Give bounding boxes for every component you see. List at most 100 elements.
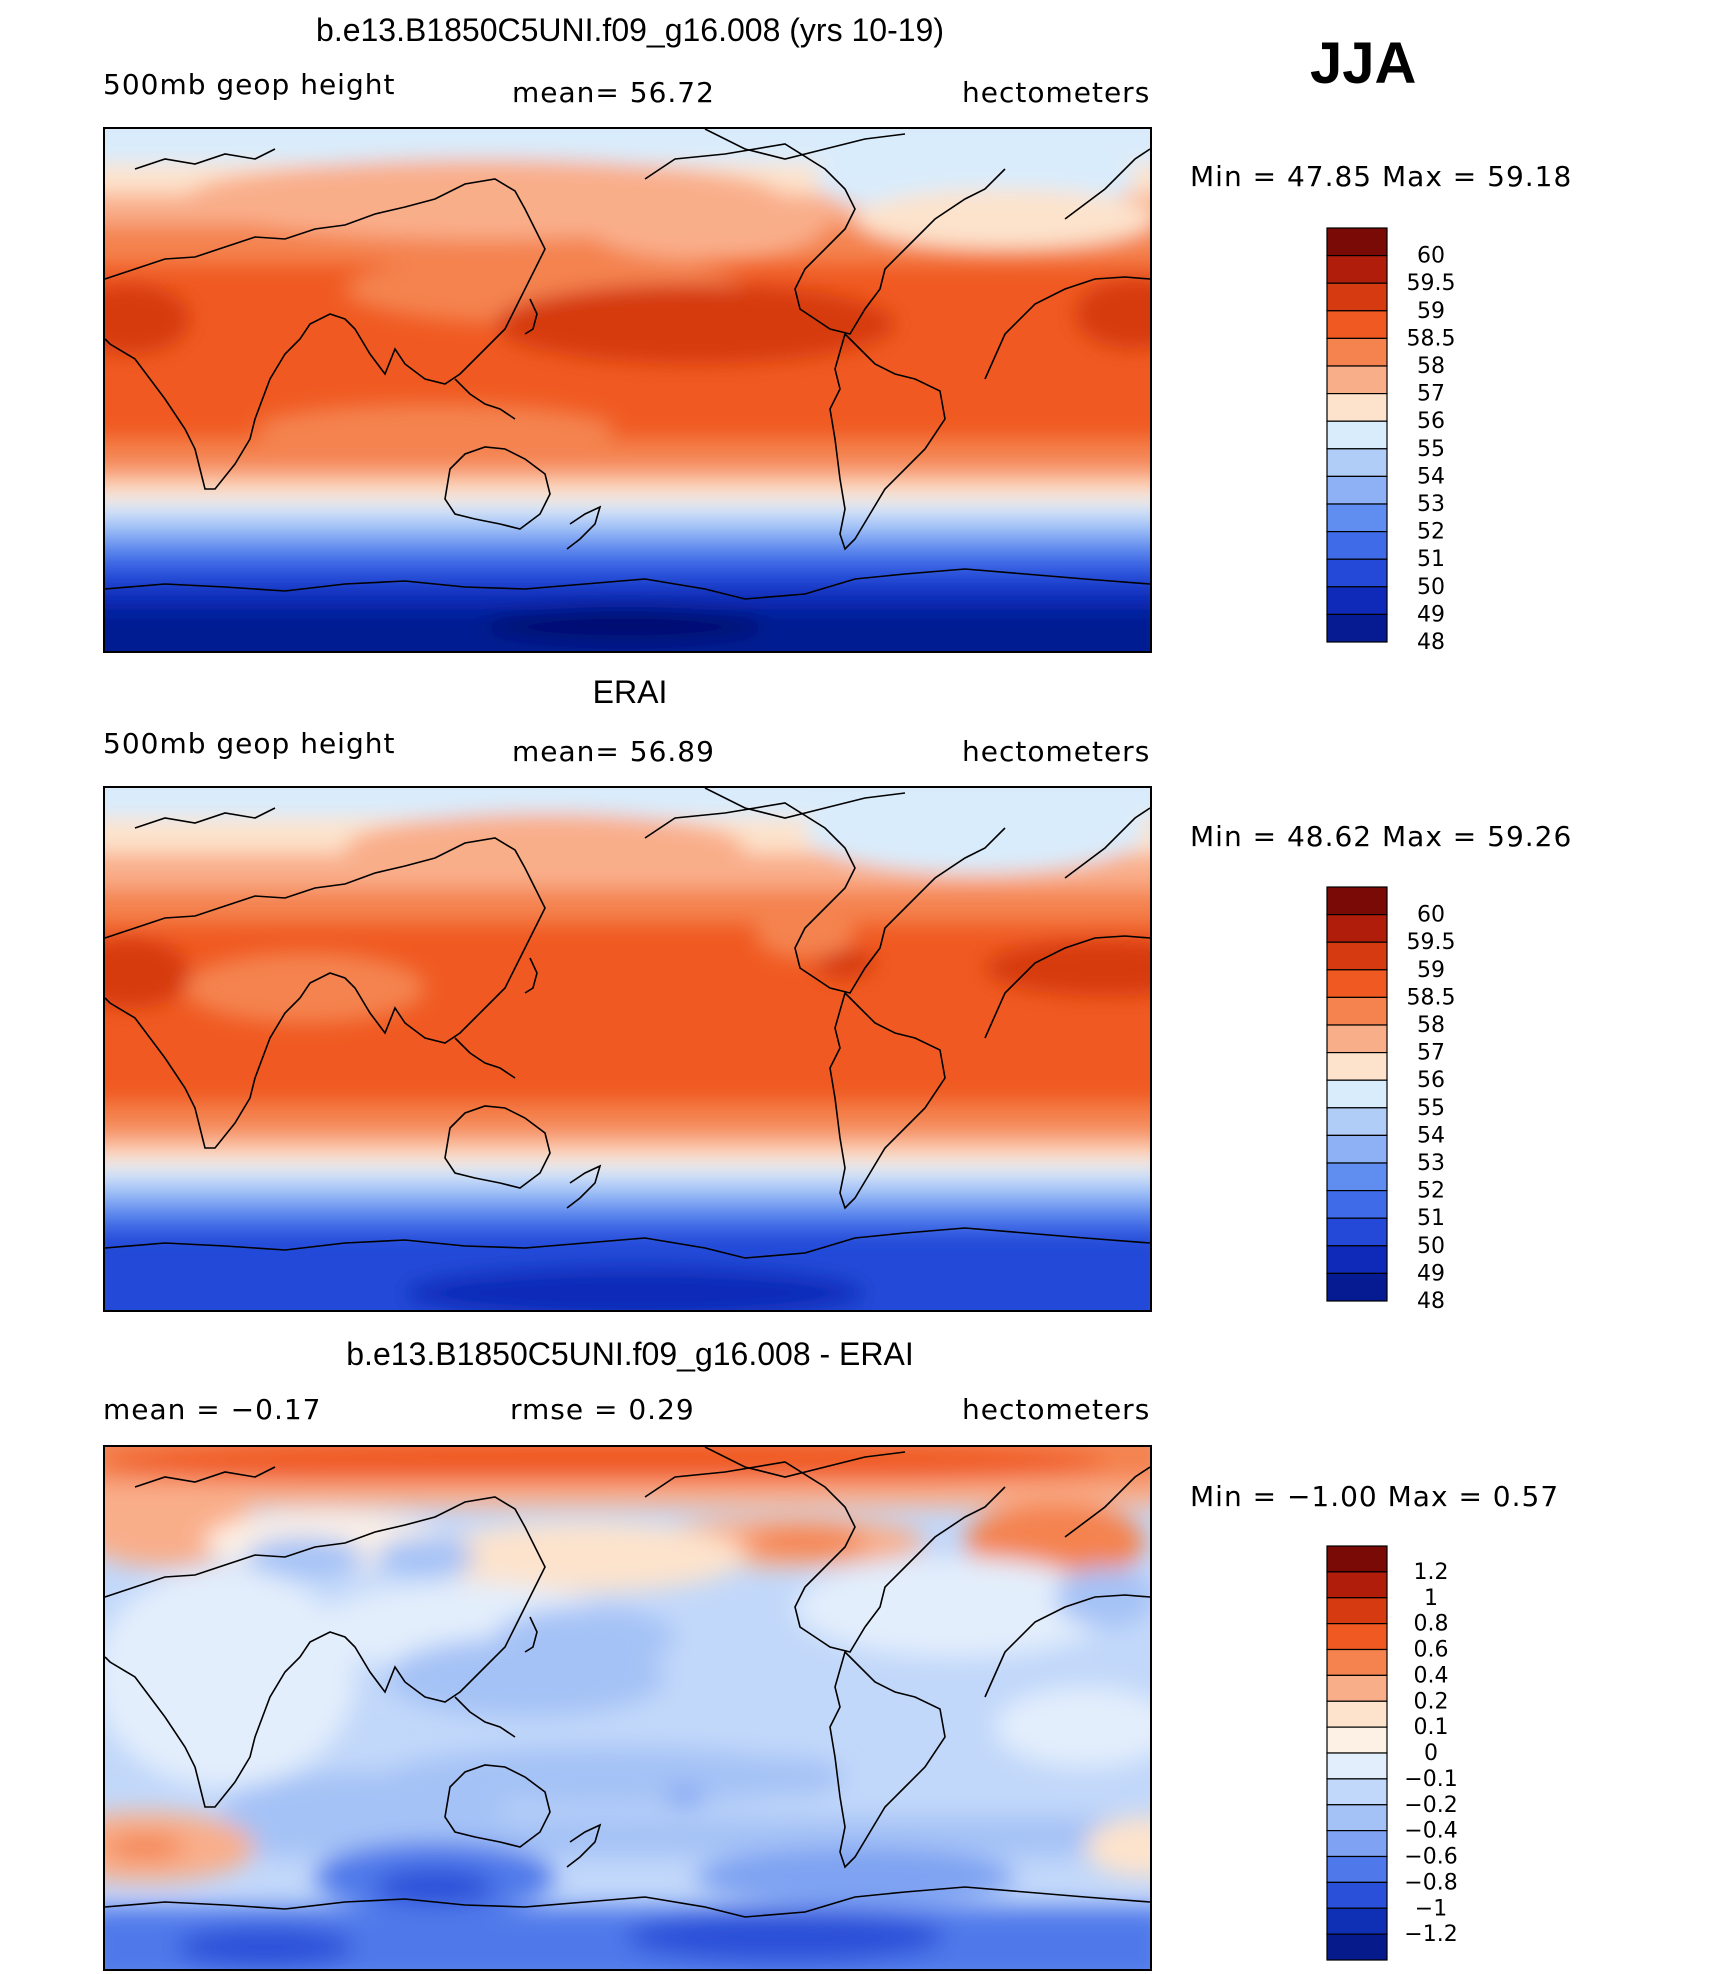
- colorbar-tick-label: 56: [1417, 409, 1445, 434]
- colorbar-swatch: [1326, 969, 1388, 999]
- colorbar-tick-label: 59.5: [1407, 271, 1456, 296]
- colorbar-tick-label: 58.5: [1407, 985, 1456, 1010]
- colorbar-swatch: [1326, 914, 1388, 943]
- colorbar-swatch: [1326, 475, 1388, 505]
- colorbar-swatch: [1326, 531, 1388, 560]
- panel1-map: [103, 127, 1152, 653]
- colorbar-swatch: [1326, 1623, 1388, 1651]
- colorbar-tick-label: 56: [1417, 1068, 1445, 1093]
- colorbar-tick-label: −0.8: [1404, 1870, 1457, 1895]
- colorbar-tick-label: 52: [1417, 1179, 1445, 1204]
- colorbar-tick-label: 49: [1417, 602, 1445, 627]
- colorbar-swatch: [1326, 448, 1388, 478]
- panel2-variable-label: 500mb geop height: [103, 727, 396, 760]
- colorbar-tick-label: 48: [1417, 1289, 1445, 1314]
- colorbar-swatch: [1326, 1545, 1388, 1573]
- colorbar-tick-label: −0.4: [1404, 1819, 1457, 1844]
- panel3-colorbar: 1.2 1 0.8 0.6 0.4 0.2 0.1 0 −0.1 −0.2 −0.4 −0.6 −0.8…: [1325, 1545, 1485, 1971]
- colorbar-swatch: [1326, 1752, 1388, 1780]
- colorbar-swatch: [1326, 558, 1388, 588]
- colorbar-tick-label: 55: [1417, 1096, 1445, 1121]
- colorbar-swatch: [1326, 1700, 1388, 1728]
- colorbar-tick-label: 59: [1417, 299, 1445, 324]
- colorbar-swatch: [1326, 1245, 1388, 1274]
- panel3-coastlines: [105, 1447, 1150, 1918]
- colorbar-swatch: [1326, 227, 1388, 257]
- panel2-mean-label: mean= 56.89: [512, 735, 715, 768]
- colorbar-tick-label: 0: [1424, 1741, 1438, 1766]
- colorbar-swatch: [1326, 613, 1388, 643]
- panel1-units-label: hectometers: [962, 76, 1151, 109]
- colorbar-tick-label: 58: [1417, 1013, 1445, 1038]
- colorbar-swatch: [1326, 503, 1388, 533]
- panel3-colorbar-svg: 1.210.80.60.40.20.10−0.1−0.2−0.4−0.6−0.8…: [1326, 1545, 1458, 1961]
- colorbar-tick-label: 59.5: [1407, 930, 1456, 955]
- colorbar-swatch: [1326, 1571, 1388, 1599]
- colorbar-tick-label: −0.1: [1404, 1767, 1457, 1792]
- panel1-colorbar: 60 59.5 59 58.5 58 57 56 55 54 53 52 51 50 49 48: [1325, 227, 1485, 655]
- colorbar-tick-label: 58.5: [1407, 326, 1456, 351]
- colorbar-tick-label: 51: [1417, 547, 1445, 572]
- panel2-colorbar: 60 59.5 59 58.5 58 57 56 55 54 53 52 51 50 49 48: [1325, 886, 1485, 1314]
- colorbar-swatch: [1326, 337, 1388, 367]
- colorbar-swatch: [1326, 1024, 1388, 1054]
- colorbar-tick-label: 53: [1417, 492, 1445, 517]
- colorbar-swatch: [1326, 393, 1388, 422]
- colorbar-swatch: [1326, 1190, 1388, 1219]
- colorbar-tick-label: 59: [1417, 958, 1445, 983]
- panel3-contour-field: [105, 1447, 1150, 1969]
- colorbar-swatch: [1326, 1855, 1388, 1883]
- season-label: JJA: [1310, 31, 1417, 96]
- colorbar-swatch: [1326, 1674, 1388, 1702]
- colorbar-tick-label: 60: [1417, 903, 1445, 928]
- panel2-units-label: hectometers: [962, 735, 1151, 768]
- colorbar-tick-label: −0.6: [1404, 1845, 1457, 1870]
- colorbar-swatch: [1326, 1272, 1388, 1302]
- colorbar-swatch: [1326, 1079, 1388, 1109]
- colorbar-swatch: [1326, 1648, 1388, 1676]
- colorbar-swatch: [1326, 1907, 1388, 1935]
- colorbar-tick-label: 50: [1417, 575, 1445, 600]
- panel3-map: [103, 1445, 1152, 1971]
- colorbar-tick-label: −0.2: [1404, 1793, 1457, 1818]
- colorbar-swatch: [1326, 1217, 1388, 1247]
- panel2-map: [103, 786, 1152, 1312]
- panel1-coastlines: [105, 129, 1150, 600]
- colorbar-tick-label: 52: [1417, 520, 1445, 545]
- panel3-minmax: Min = −1.00 Max = 0.57: [1190, 1480, 1560, 1513]
- colorbar-swatch: [1326, 310, 1388, 340]
- colorbar-tick-label: 48: [1417, 630, 1445, 655]
- colorbar-swatch: [1326, 1597, 1388, 1625]
- colorbar-swatch: [1326, 1778, 1388, 1806]
- colorbar-swatch: [1326, 1830, 1388, 1858]
- panel3-units-label: hectometers: [962, 1393, 1151, 1426]
- panel2-minmax: Min = 48.62 Max = 59.26: [1190, 820, 1573, 853]
- colorbar-tick-label: 0.1: [1414, 1715, 1449, 1740]
- panel1-title: b.e13.B1850C5UNI.f09_g16.008 (yrs 10-19): [316, 12, 944, 48]
- colorbar-tick-label: 53: [1417, 1151, 1445, 1176]
- colorbar-tick-label: 0.2: [1414, 1689, 1449, 1714]
- colorbar-swatch: [1326, 996, 1388, 1026]
- colorbar-tick-label: 49: [1417, 1261, 1445, 1286]
- colorbar-tick-label: 57: [1417, 382, 1445, 407]
- colorbar-swatch: [1326, 886, 1388, 916]
- colorbar-swatch: [1326, 941, 1388, 971]
- colorbar-tick-label: −1.2: [1404, 1922, 1457, 1947]
- panel1-variable-label: 500mb geop height: [103, 68, 396, 101]
- colorbar-tick-label: −1: [1415, 1896, 1447, 1921]
- panel3-title: b.e13.B1850C5UNI.f09_g16.008 - ERAI: [346, 1336, 914, 1372]
- colorbar-swatch: [1326, 1726, 1388, 1754]
- colorbar-tick-label: 57: [1417, 1041, 1445, 1066]
- colorbar-tick-label: 0.8: [1414, 1612, 1449, 1637]
- panel1-contour-field: [105, 129, 1150, 651]
- colorbar-swatch: [1326, 1881, 1388, 1909]
- colorbar-swatch: [1326, 1804, 1388, 1832]
- colorbar-tick-label: 60: [1417, 244, 1445, 269]
- colorbar-swatch: [1326, 1933, 1388, 1961]
- panel1-minmax: Min = 47.85 Max = 59.18: [1190, 160, 1573, 193]
- colorbar-swatch: [1326, 1134, 1388, 1164]
- panel2-coastlines: [105, 788, 1150, 1259]
- colorbar-tick-label: 0.6: [1414, 1638, 1449, 1663]
- panel2-title: ERAI: [592, 674, 668, 710]
